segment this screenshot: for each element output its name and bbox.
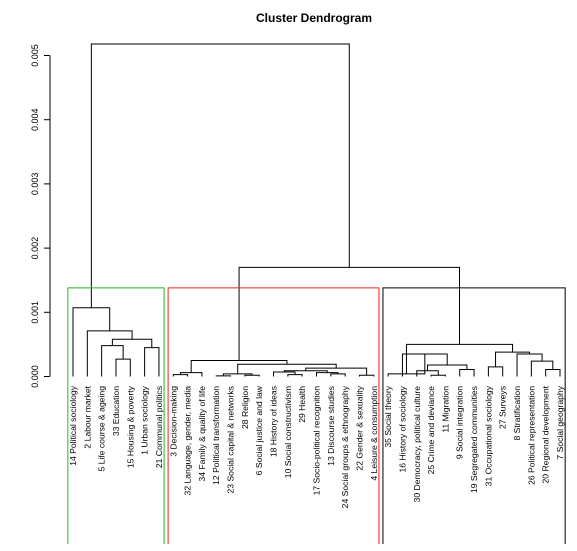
leaf-label: 3 Decision-making xyxy=(168,386,178,457)
leaf-label: 32 Language, gender, media xyxy=(183,386,193,496)
leaf-label: 15 Housing & poverty xyxy=(125,385,135,468)
merge-branch xyxy=(244,374,260,377)
leaf-label: 22 Gender & sexuality xyxy=(354,385,364,470)
leaf-labels: 14 Political sociology 2 Labour market 5 L… xyxy=(68,385,565,508)
leaf-label: 20 Regional development xyxy=(541,385,551,483)
leaf-label: 14 Political sociology xyxy=(68,385,78,465)
merge-branch xyxy=(516,353,543,377)
leaf-label: 10 Social constructivism xyxy=(283,386,293,478)
leaf-label: 34 Family & quality of life xyxy=(197,386,207,482)
merge-branch xyxy=(72,307,111,377)
merge-branch xyxy=(545,368,561,377)
y-tick-label: 0.003 xyxy=(30,173,40,196)
dendrogram-branches xyxy=(72,43,561,377)
leaf-label: 25 Crime and deviance xyxy=(426,386,436,475)
cluster-box xyxy=(167,287,380,544)
leaf-label: 29 Health xyxy=(297,386,307,423)
leaf-label: 8 Stratification xyxy=(512,386,522,441)
merge-branch xyxy=(190,359,288,373)
merge-branch xyxy=(86,330,133,377)
leaf-label: 27 Surveys xyxy=(498,386,508,429)
merge-branch xyxy=(115,358,131,377)
merge-branch xyxy=(172,374,189,377)
leaf-label: 1 Urban sociology xyxy=(140,385,150,454)
leaf-label: 19 Segregated communities xyxy=(469,386,479,493)
leaf-label: 17 Socio-political recognition xyxy=(312,386,322,496)
y-tick-label: 0.002 xyxy=(30,237,40,260)
leaf-label: 9 Social integration xyxy=(455,386,465,459)
leaf-label: 13 Discourse studies xyxy=(326,386,336,466)
leaf-label: 31 Occupational sociology xyxy=(483,385,493,486)
leaf-label: 28 Religion xyxy=(240,386,250,429)
y-tick-label: 0.005 xyxy=(30,44,40,67)
merge-branch xyxy=(316,372,339,377)
cluster-boxes xyxy=(67,287,566,544)
merge-branch xyxy=(459,368,475,377)
leaf-label: 6 Social justice and law xyxy=(254,385,264,475)
y-tick-label: 0.001 xyxy=(30,301,40,324)
cluster-box xyxy=(382,287,566,544)
y-axis: 0.000 0.001 0.002 0.003 0.004 0.005 xyxy=(30,44,51,388)
merge-branch xyxy=(111,338,153,348)
leaf-label: 4 Leisure & consumption xyxy=(369,386,379,481)
merge-branch xyxy=(101,345,124,377)
cluster-box xyxy=(67,287,165,544)
leaf-label: 33 Education xyxy=(111,386,121,436)
leaf-label: 35 Social theory xyxy=(383,385,393,447)
merge-branch xyxy=(330,373,346,377)
merge-branch xyxy=(90,43,350,308)
leaf-label: 21 Communal politics xyxy=(154,386,164,468)
merge-branch xyxy=(487,366,504,377)
merge-branch xyxy=(358,374,375,377)
leaf-label: 2 Labour market xyxy=(82,385,92,448)
merge-branch xyxy=(287,374,303,377)
y-tick-label: 0.000 xyxy=(30,365,40,388)
merge-branch xyxy=(430,374,446,377)
leaf-label: 30 Democracy, political culture xyxy=(412,386,422,503)
merge-branch xyxy=(530,360,554,377)
leaf-label: 7 Social geography xyxy=(555,385,565,459)
leaf-label: 16 History of sociology xyxy=(397,385,407,472)
chart-title: Cluster Dendrogram xyxy=(256,11,372,25)
leaf-label: 5 Life course & ageing xyxy=(97,386,107,472)
leaf-label: 18 History of ideas xyxy=(269,386,279,457)
merge-branch xyxy=(215,375,232,377)
leaf-label: 26 Political representation xyxy=(526,386,536,485)
leaf-label: 24 Social groups & ethnography xyxy=(340,385,350,508)
leaf-label: 11 Migration xyxy=(440,386,450,433)
leaf-label: 12 Political transformation xyxy=(211,386,221,485)
leaf-label: 23 Social capital & networks xyxy=(226,386,236,493)
y-tick-label: 0.004 xyxy=(30,108,40,131)
merge-branch xyxy=(144,347,160,377)
merge-branch xyxy=(238,266,461,361)
